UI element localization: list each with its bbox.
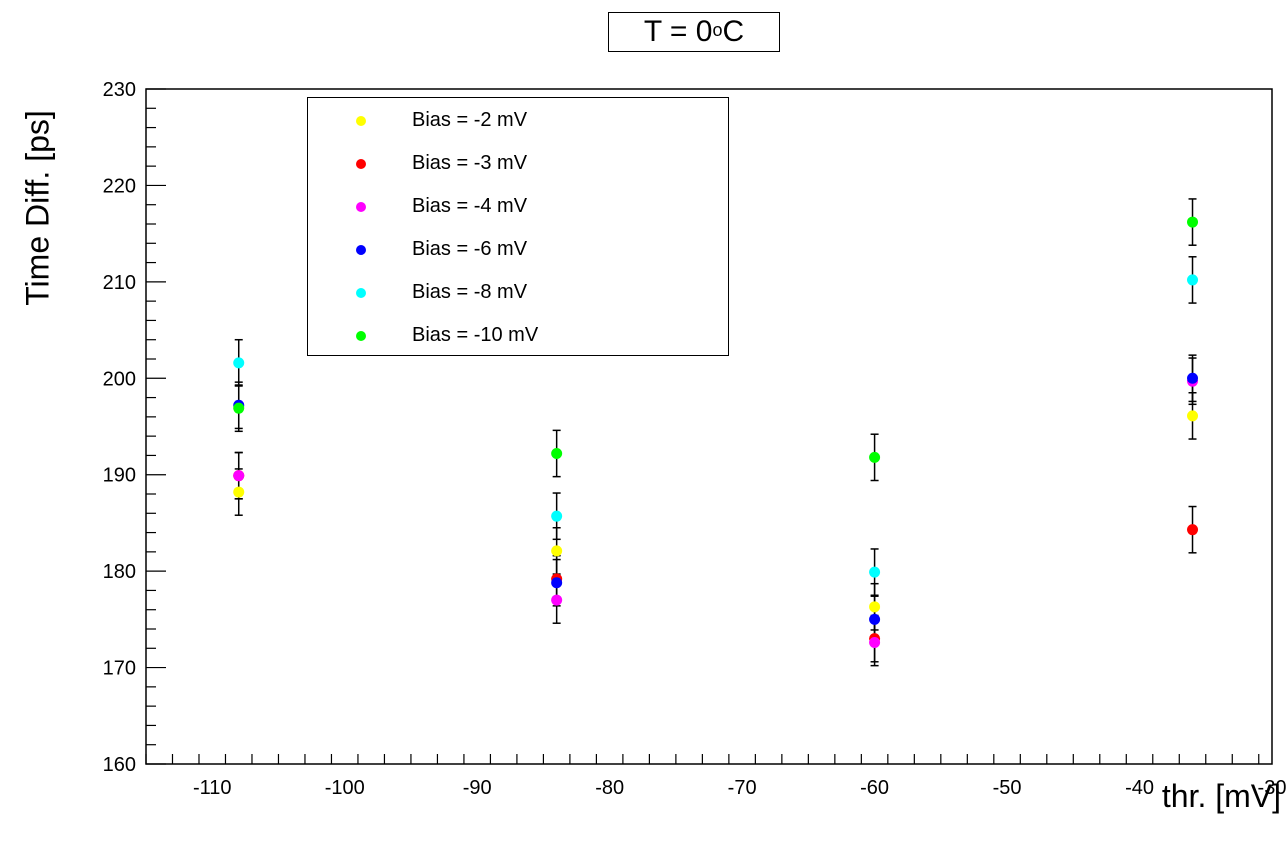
plot-frame xyxy=(145,88,1273,765)
data-point xyxy=(869,613,881,625)
chart-title-text: T = 0 xyxy=(643,15,713,48)
data-point xyxy=(551,545,563,557)
x-tick-label: -90 xyxy=(463,777,492,799)
x-tick-label: -80 xyxy=(595,777,624,799)
chart-title-suffix: C xyxy=(722,15,745,48)
data-point xyxy=(1187,372,1199,384)
data-point xyxy=(1187,524,1199,536)
data-point xyxy=(1187,216,1199,228)
x-tick-label: -40 xyxy=(1125,777,1154,799)
y-tick-label: 190 xyxy=(103,465,136,487)
data-point xyxy=(869,451,881,463)
x-tick-label: -70 xyxy=(728,777,757,799)
data-point xyxy=(233,470,245,482)
data-point xyxy=(1187,274,1199,286)
legend-marker xyxy=(356,288,366,298)
chart-legend: Bias = -2 mV Bias = -3 mV Bias = -4 mV Bias… xyxy=(307,97,729,356)
x-tick-label: -30 xyxy=(1258,777,1287,799)
y-tick-label: 160 xyxy=(103,754,136,776)
x-tick-label: -50 xyxy=(993,777,1022,799)
legend-entry: Bias = -8 mV xyxy=(308,278,728,308)
legend-label: Bias = -10 mV xyxy=(412,324,539,346)
data-point xyxy=(233,486,245,498)
legend-marker xyxy=(356,331,366,341)
x-tick-label: -60 xyxy=(860,777,889,799)
legend-marker xyxy=(356,202,366,212)
legend-entry: Bias = -2 mV xyxy=(308,106,728,136)
data-point xyxy=(233,357,245,369)
legend-label: Bias = -3 mV xyxy=(412,152,528,174)
legend-label: Bias = -2 mV xyxy=(412,109,528,131)
legend-label: Bias = -6 mV xyxy=(412,238,528,260)
legend-marker xyxy=(356,159,366,169)
legend-marker xyxy=(356,245,366,255)
legend-entry: Bias = -3 mV xyxy=(308,149,728,179)
x-axis-label: thr. [mV] xyxy=(1161,778,1281,814)
data-point xyxy=(551,448,563,459)
data-point xyxy=(233,402,245,414)
chart-title-superscript: o xyxy=(712,19,723,40)
data-point xyxy=(551,510,563,522)
y-tick-label: 210 xyxy=(103,272,136,294)
data-point xyxy=(551,577,563,589)
data-point xyxy=(869,566,881,578)
legend-entry: Bias = -4 mV xyxy=(308,192,728,222)
data-point xyxy=(869,601,881,613)
y-tick-label: 230 xyxy=(103,79,136,101)
data-point xyxy=(1187,410,1199,422)
legend-entry: Bias = -10 mV xyxy=(308,321,728,351)
data-point xyxy=(869,637,881,648)
legend-label: Bias = -8 mV xyxy=(412,281,528,303)
y-tick-label: 170 xyxy=(103,658,136,680)
legend-entry: Bias = -6 mV xyxy=(308,235,728,265)
data-point xyxy=(551,594,563,606)
y-tick-label: 180 xyxy=(103,561,136,583)
x-tick-label: -100 xyxy=(325,777,365,799)
y-tick-label: 220 xyxy=(103,175,136,197)
legend-label: Bias = -4 mV xyxy=(412,195,528,217)
y-tick-label: 200 xyxy=(103,368,136,390)
y-axis-label: Time Diff. [ps] xyxy=(19,110,56,306)
x-tick-label: -110 xyxy=(193,777,232,799)
legend-marker xyxy=(356,116,366,126)
